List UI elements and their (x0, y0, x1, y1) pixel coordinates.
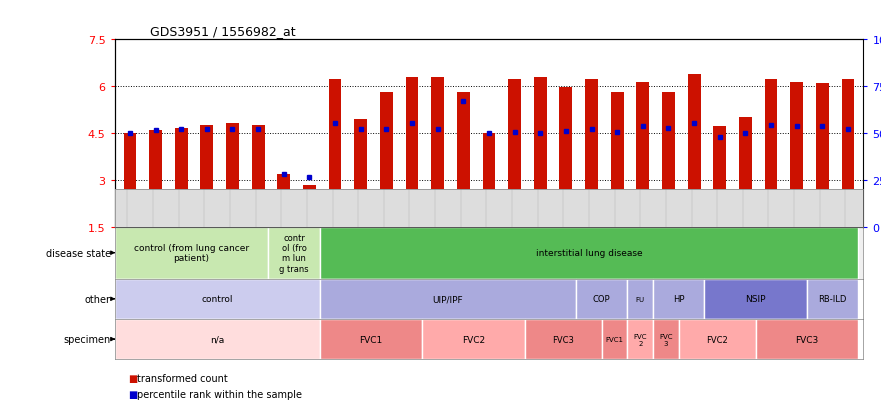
Bar (534, 78, 546, 227)
Text: interstitial lung disease: interstitial lung disease (536, 249, 642, 258)
Bar (559, 88, 573, 227)
Bar (354, 119, 367, 227)
Text: FVC1: FVC1 (605, 336, 624, 342)
Bar (807, 279, 858, 319)
Text: FVC3: FVC3 (796, 335, 818, 344)
Text: FVC2: FVC2 (462, 335, 485, 344)
Bar (174, 129, 188, 227)
Text: COP: COP (593, 294, 611, 304)
Bar (678, 319, 756, 359)
Text: contr
ol (fro
m lun
g trans: contr ol (fro m lun g trans (279, 233, 309, 273)
Bar (576, 279, 627, 319)
Text: FVC1: FVC1 (359, 335, 382, 344)
Bar (405, 78, 418, 227)
Bar (525, 319, 602, 359)
Bar (756, 319, 858, 359)
Bar (123, 133, 137, 227)
Text: other: other (85, 294, 111, 304)
Text: disease state: disease state (46, 248, 111, 258)
Bar (705, 279, 807, 319)
Text: FVC
2: FVC 2 (633, 333, 647, 346)
Bar (303, 186, 316, 227)
Text: GDS3951 / 1556982_at: GDS3951 / 1556982_at (150, 25, 295, 38)
Bar (432, 78, 444, 227)
Text: control (from lung cancer
patient): control (from lung cancer patient) (134, 243, 249, 263)
Text: ■: ■ (128, 373, 137, 383)
Text: HP: HP (673, 294, 685, 304)
Text: FVC2: FVC2 (707, 335, 728, 344)
Text: percentile rank within the sample: percentile rank within the sample (137, 389, 301, 399)
Bar (115, 319, 320, 359)
Text: NSIP: NSIP (745, 294, 766, 304)
Text: specimen: specimen (63, 334, 111, 344)
Bar (602, 319, 627, 359)
Bar (688, 75, 700, 227)
Bar (278, 174, 290, 227)
Bar (320, 319, 422, 359)
Text: ■: ■ (128, 389, 137, 399)
Bar (201, 126, 213, 227)
Bar (765, 80, 777, 227)
Bar (653, 319, 678, 359)
Bar (611, 93, 624, 227)
Text: transformed count: transformed count (137, 373, 227, 383)
Bar (269, 227, 320, 279)
Bar (115, 279, 320, 319)
Text: FVC3: FVC3 (552, 335, 574, 344)
Bar (329, 80, 342, 227)
Text: UIP/IPF: UIP/IPF (433, 294, 463, 304)
Text: FVC
3: FVC 3 (659, 333, 673, 346)
Bar (714, 127, 726, 227)
Bar (662, 92, 675, 227)
Bar (149, 131, 162, 227)
Bar (422, 319, 525, 359)
Bar (226, 124, 239, 227)
Bar (320, 279, 576, 319)
Bar (841, 80, 855, 227)
Bar (816, 84, 829, 227)
Text: FU: FU (636, 296, 645, 302)
Bar (483, 133, 495, 227)
Text: control: control (202, 294, 233, 304)
Bar (320, 227, 858, 279)
Bar (790, 83, 803, 227)
Bar (636, 83, 649, 227)
Text: n/a: n/a (210, 335, 225, 344)
Bar (380, 93, 393, 227)
Bar (508, 80, 521, 227)
Bar (585, 80, 598, 227)
Text: RB-ILD: RB-ILD (818, 294, 847, 304)
Bar (653, 279, 705, 319)
Bar (627, 279, 653, 319)
Bar (457, 92, 470, 227)
Bar (252, 126, 264, 227)
Bar (115, 227, 269, 279)
Bar (627, 319, 653, 359)
Bar (739, 118, 751, 227)
